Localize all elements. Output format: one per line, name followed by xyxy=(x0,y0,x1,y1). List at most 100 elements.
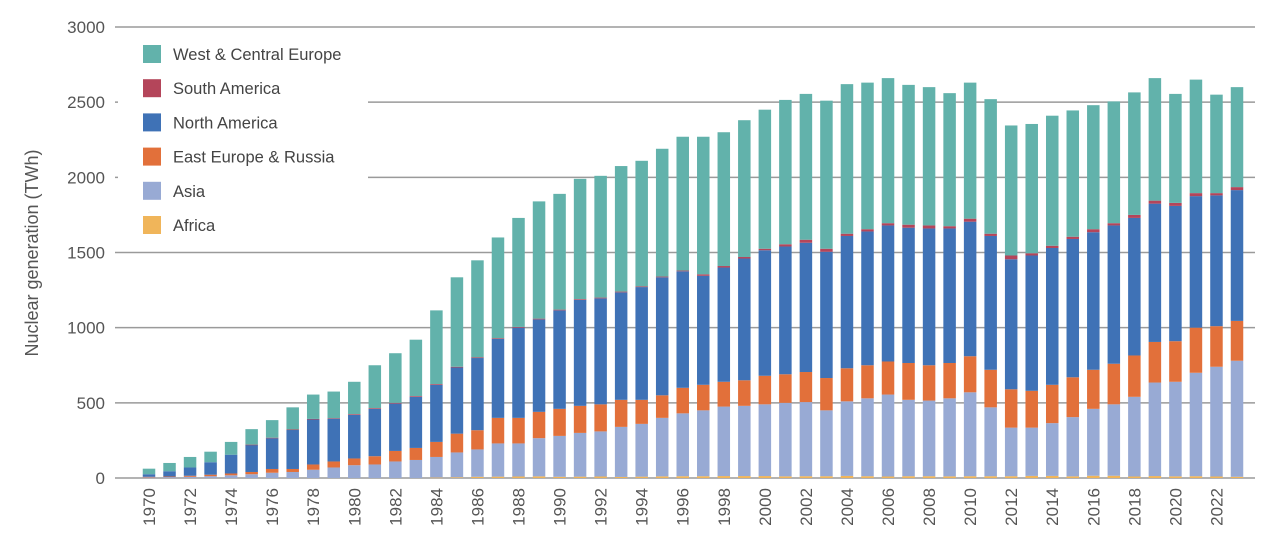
x-tick-label: 2000 xyxy=(756,488,775,526)
bar-segment-north-america xyxy=(820,251,833,379)
bar-segment-west-central-europe xyxy=(902,84,915,225)
legend-swatch xyxy=(143,147,161,166)
bar-stack-1985 xyxy=(450,277,464,478)
bar-segment-north-america xyxy=(984,235,997,370)
bar-segment-north-america xyxy=(963,221,977,357)
bar-segment-north-america xyxy=(368,408,382,457)
bar-segment-south-america xyxy=(1107,223,1121,226)
y-tick-label: 0 xyxy=(96,469,105,488)
bar-segment-east-europe-russia xyxy=(820,378,833,411)
bar-segment-north-america xyxy=(224,454,238,474)
bar-segment-south-america xyxy=(573,299,587,300)
bar-segment-south-america xyxy=(697,274,710,276)
bar-stack-1986 xyxy=(471,260,484,478)
bar-segment-asia xyxy=(471,449,484,477)
x-tick-label: 1988 xyxy=(510,488,529,526)
legend-swatch xyxy=(143,79,161,98)
bar-segment-north-america xyxy=(430,384,443,442)
bar-segment-north-america xyxy=(676,271,689,388)
bar-segment-west-central-europe xyxy=(1128,92,1141,215)
bar-stack-1977 xyxy=(286,407,299,478)
bar-segment-west-central-europe xyxy=(265,420,279,438)
bar-segment-south-america xyxy=(881,223,895,226)
x-tick-label: 2006 xyxy=(879,488,898,526)
legend-label: North America xyxy=(173,114,278,132)
legend-swatch xyxy=(143,216,161,234)
bar-stack-2002 xyxy=(799,93,813,478)
bar-stack-1990 xyxy=(553,193,566,478)
bar-segment-asia xyxy=(1025,427,1038,476)
x-tick-label: 1998 xyxy=(715,488,734,526)
bar-segment-east-europe-russia xyxy=(265,468,279,473)
bar-segment-west-central-europe xyxy=(738,120,751,258)
bar-segment-west-central-europe xyxy=(532,201,546,319)
bar-segment-north-america xyxy=(327,418,341,462)
bar-segment-east-europe-russia xyxy=(758,375,772,405)
x-tick-label: 1990 xyxy=(551,488,570,526)
bar-segment-west-central-europe xyxy=(1025,123,1038,254)
bar-segment-asia xyxy=(614,426,628,477)
x-tick-label: 1982 xyxy=(386,488,405,526)
y-tick-label: 2000 xyxy=(67,168,105,187)
bar-segment-asia xyxy=(758,404,772,477)
bar-segment-north-america xyxy=(614,292,628,400)
bar-segment-north-america xyxy=(881,225,895,362)
bars xyxy=(142,78,1244,479)
bar-segment-asia xyxy=(717,406,731,477)
x-tick-label: 2010 xyxy=(961,488,980,526)
bar-segment-africa xyxy=(1128,476,1141,478)
bar-segment-asia xyxy=(861,398,874,477)
bar-segment-south-america xyxy=(368,408,382,409)
bar-segment-west-central-europe xyxy=(553,193,566,310)
bar-segment-north-america xyxy=(450,367,464,434)
bar-segment-north-america xyxy=(1066,238,1080,378)
bar-segment-north-america xyxy=(573,299,587,406)
bar-segment-west-central-europe xyxy=(1230,87,1244,188)
bar-segment-asia xyxy=(1128,396,1141,477)
bar-segment-asia xyxy=(1230,360,1244,477)
bar-segment-africa xyxy=(1087,475,1100,478)
bar-segment-africa xyxy=(717,476,731,478)
bar-stack-1972 xyxy=(183,456,197,478)
bar-segment-west-central-europe xyxy=(881,78,895,224)
bar-segment-south-america xyxy=(943,226,956,229)
x-tick-label: 1992 xyxy=(592,488,611,526)
bar-segment-east-europe-russia xyxy=(984,369,997,408)
bar-segment-north-america xyxy=(1189,196,1203,328)
bar-segment-west-central-europe xyxy=(430,310,443,385)
bar-segment-south-america xyxy=(430,384,443,385)
bar-stack-2021 xyxy=(1189,79,1203,478)
bar-segment-asia xyxy=(368,464,382,478)
bar-segment-east-europe-russia xyxy=(594,404,607,432)
bar-stack-1979 xyxy=(327,391,341,478)
x-tick-label: 1970 xyxy=(140,488,159,526)
bar-segment-south-america xyxy=(1087,229,1100,233)
bar-segment-africa xyxy=(1210,476,1223,478)
bar-segment-west-central-europe xyxy=(183,456,197,468)
bar-stack-1988 xyxy=(512,217,525,478)
x-tick-label: 1994 xyxy=(633,488,652,526)
bar-segment-west-central-europe xyxy=(142,468,156,475)
bar-segment-west-central-europe xyxy=(758,109,772,249)
bar-segment-africa xyxy=(512,476,525,478)
bar-stack-1993 xyxy=(614,166,628,478)
bar-segment-east-europe-russia xyxy=(902,362,915,400)
bar-segment-asia xyxy=(697,410,710,477)
bar-segment-west-central-europe xyxy=(224,441,238,455)
bar-segment-north-america xyxy=(142,474,156,477)
bar-stack-2014 xyxy=(1045,115,1059,478)
bar-segment-east-europe-russia xyxy=(697,384,710,411)
bar-segment-africa xyxy=(738,476,751,478)
bar-segment-west-central-europe xyxy=(1087,105,1100,230)
bar-segment-east-europe-russia xyxy=(1045,384,1059,424)
bar-segment-north-america xyxy=(1045,247,1059,385)
bar-segment-asia xyxy=(532,438,546,477)
bar-segment-south-america xyxy=(1045,245,1059,248)
bar-segment-south-america xyxy=(491,338,505,339)
bar-segment-asia xyxy=(1210,366,1223,477)
bar-segment-north-america xyxy=(471,358,484,431)
legend-label: West & Central Europe xyxy=(173,46,341,64)
bar-segment-west-central-europe xyxy=(1045,115,1059,246)
x-tick-label: 2016 xyxy=(1084,488,1103,526)
bar-segment-africa xyxy=(1107,475,1121,478)
